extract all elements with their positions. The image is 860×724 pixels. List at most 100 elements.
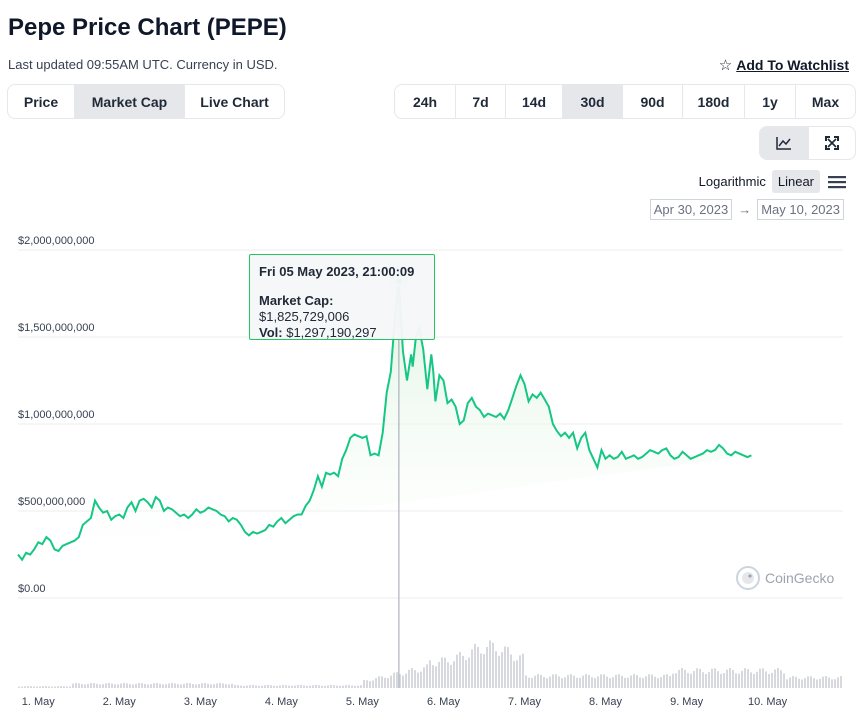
volume-bar <box>714 668 716 688</box>
tab-price[interactable]: Price <box>23 93 59 110</box>
tab-live-chart[interactable]: Live Chart <box>184 85 284 118</box>
volume-bar <box>684 669 686 688</box>
volume-bar <box>111 683 113 688</box>
volume-bar <box>225 684 227 688</box>
volume-bar <box>483 654 485 688</box>
volume-bar <box>516 660 518 688</box>
x-tick-label: 6. May <box>427 696 461 708</box>
volume-bar <box>282 685 284 688</box>
volume-bar <box>801 679 803 688</box>
volume-bar <box>126 683 128 688</box>
volume-bar <box>99 684 101 688</box>
range-max[interactable]: Max <box>795 85 855 118</box>
fullscreen-button[interactable] <box>808 127 855 159</box>
chart-tooltip: Fri 05 May 2023, 21:00:09 Market Cap: $1… <box>249 254 435 340</box>
x-tick-label: 5. May <box>346 696 380 708</box>
range-24h[interactable]: 24h <box>412 93 438 110</box>
volume-bar <box>693 671 695 688</box>
volume-bar <box>567 674 569 688</box>
range-14d[interactable]: 14d <box>505 85 562 118</box>
volume-bar <box>453 661 455 688</box>
chart-menu-button[interactable] <box>828 175 846 189</box>
volume-bar <box>237 685 239 688</box>
volume-bar <box>603 674 605 688</box>
watchlist-label: Add To Watchlist <box>736 57 849 73</box>
volume-bar <box>114 684 116 688</box>
volume-bar <box>75 683 77 688</box>
volume-bar <box>27 686 29 688</box>
volume-bar <box>570 674 572 688</box>
volume-bar <box>102 684 104 688</box>
volume-bar <box>501 652 503 688</box>
volume-bar <box>135 683 137 688</box>
range-7d[interactable]: 7d <box>455 85 505 118</box>
volume-bar <box>312 685 314 688</box>
volume-bar <box>654 676 656 688</box>
volume-bar <box>546 678 548 688</box>
range-1y[interactable]: 1y <box>744 85 795 118</box>
volume-bar <box>450 664 452 688</box>
volume-bar <box>519 655 521 688</box>
volume-bar <box>498 655 500 688</box>
volume-bar <box>273 685 275 688</box>
volume-bar <box>435 666 437 688</box>
y-tick-label: $1,500,000,000 <box>18 322 94 334</box>
volume-bar <box>258 685 260 688</box>
volume-bar <box>360 685 362 688</box>
volume-bar <box>495 651 497 688</box>
volume-bar <box>210 684 212 688</box>
x-tick-label: 1. May <box>22 696 56 708</box>
date-arrow: → <box>738 202 752 217</box>
volume-bar <box>612 677 614 688</box>
volume-bar <box>468 657 470 688</box>
date-from-input[interactable]: Apr 30, 2023 <box>649 199 733 220</box>
volume-bar <box>18 686 20 688</box>
volume-bar <box>648 674 650 688</box>
scale-toggle: Logarithmic Linear <box>693 170 846 193</box>
volume-bar <box>777 668 779 688</box>
volume-bar <box>426 664 428 688</box>
volume-bar <box>129 684 131 688</box>
volume-bar <box>309 685 311 688</box>
volume-bar <box>513 660 515 688</box>
tooltip-date: Fri 05 May 2023, 21:00:09 <box>259 264 415 279</box>
volume-bar <box>504 646 506 688</box>
volume-bar <box>408 669 410 688</box>
tab-market-cap[interactable]: Market Cap <box>74 85 184 118</box>
watermark-text: CoinGecko <box>765 570 835 586</box>
line-chart-button[interactable] <box>760 127 808 159</box>
volume-bar <box>471 649 473 688</box>
volume-bar <box>354 685 356 688</box>
volume-bar <box>507 647 509 688</box>
volume-bar <box>822 676 824 688</box>
volume-bar <box>573 675 575 688</box>
volume-bar <box>420 671 422 688</box>
market-cap-chart[interactable]: $0.00 $500,000,000 $1,000,000,000 $1,500,00… <box>0 230 860 724</box>
coingecko-watermark: CoinGecko <box>736 566 834 590</box>
volume-bar <box>741 670 743 688</box>
tooltip-mcap-value: $1,825,729,006 <box>259 309 350 324</box>
range-180d[interactable]: 180d <box>682 85 744 118</box>
volume-bar <box>819 678 821 688</box>
volume-bar <box>564 677 566 688</box>
volume-bar <box>405 673 407 688</box>
add-to-watchlist-link[interactable]: ☆ Add To Watchlist <box>719 56 849 74</box>
range-90d[interactable]: 90d <box>622 85 682 118</box>
tooltip-mcap-label: Market Cap: <box>259 293 334 308</box>
volume-bar <box>222 683 224 688</box>
volume-bar <box>240 685 242 688</box>
x-tick-label: 10. May <box>748 696 788 708</box>
volume-bar <box>531 677 533 688</box>
volume-bar <box>132 684 134 688</box>
volume-bar <box>285 685 287 688</box>
volume-bar <box>525 675 527 688</box>
volume-bar <box>318 685 320 688</box>
volume-bar <box>456 654 458 688</box>
volume-bar <box>480 653 482 688</box>
scale-linear[interactable]: Linear <box>771 170 820 193</box>
volume-bar <box>342 685 344 688</box>
scale-logarithmic[interactable]: Logarithmic <box>698 174 766 189</box>
range-30d[interactable]: 30d <box>562 85 622 118</box>
volume-bar <box>537 674 539 688</box>
date-to-input[interactable]: May 10, 2023 <box>757 199 844 220</box>
